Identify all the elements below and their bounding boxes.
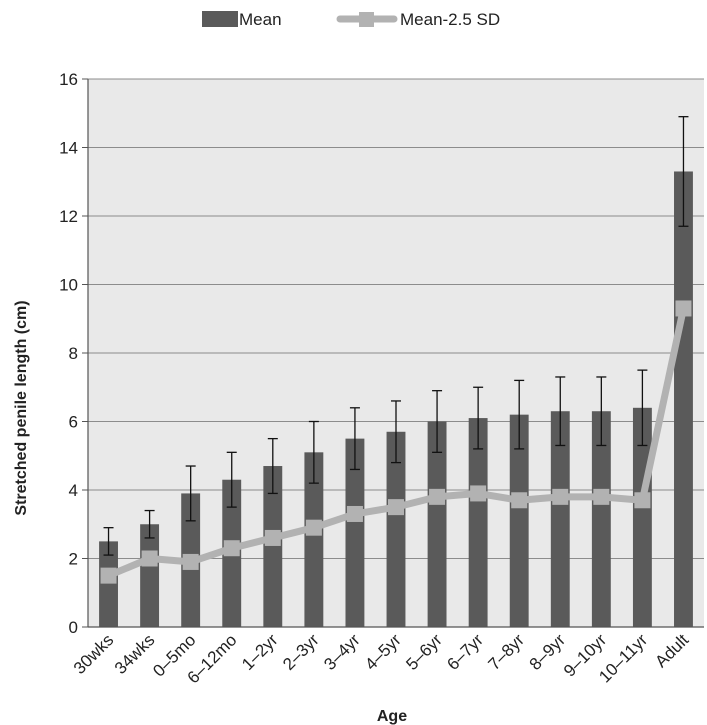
bar-11 <box>550 411 570 627</box>
bar-6 <box>345 438 365 627</box>
line-point-12 <box>593 488 610 505</box>
y-tick-label-16: 16 <box>59 70 78 89</box>
line-point-11 <box>552 488 569 505</box>
x-tick-label-10: 7–8yr <box>485 630 529 674</box>
bar-9 <box>468 418 488 627</box>
y-axis-ticks: 0 2 4 6 8 10 12 14 16 <box>59 70 88 637</box>
x-tick-label-6: 3–4yr <box>320 630 364 674</box>
x-tick-label-0: 30wks <box>70 630 118 678</box>
line-point-0 <box>100 567 117 584</box>
bar-5 <box>304 452 324 627</box>
y-tick-label-10: 10 <box>59 276 78 295</box>
bar-8 <box>427 421 447 627</box>
legend-marker-mean-minus-sd <box>359 12 374 27</box>
bar-7 <box>386 431 406 627</box>
bar-12 <box>591 411 611 627</box>
x-tick-label-5: 2–3yr <box>279 630 323 674</box>
y-tick-label-4: 4 <box>69 481 78 500</box>
line-point-4 <box>264 529 281 546</box>
legend: Mean Mean-2.5 SD <box>202 10 500 29</box>
y-tick-label-6: 6 <box>69 413 78 432</box>
bar-1 <box>140 524 160 627</box>
line-point-14 <box>675 300 692 317</box>
bar-14 <box>674 171 693 627</box>
line-series <box>100 300 692 584</box>
line-point-9 <box>470 485 487 502</box>
legend-swatch-mean <box>202 11 238 27</box>
line-point-1 <box>141 550 158 567</box>
line-point-5 <box>305 519 322 536</box>
x-tick-label-9: 6–7yr <box>443 630 487 674</box>
y-tick-label-2: 2 <box>69 550 78 569</box>
line-point-6 <box>346 505 363 522</box>
x-axis-ticks: 30wks34wks0–5mo6–12mo1–2yr2–3yr3–4yr4–5y… <box>70 630 693 687</box>
y-tick-label-0: 0 <box>69 618 78 637</box>
y-tick-label-14: 14 <box>59 139 78 158</box>
x-tick-label-7: 4–5yr <box>361 630 405 674</box>
x-tick-label-4: 1–2yr <box>238 630 282 674</box>
line-point-10 <box>511 492 528 509</box>
y-tick-label-8: 8 <box>69 344 78 363</box>
line-point-8 <box>429 488 446 505</box>
line-point-13 <box>634 492 651 509</box>
x-axis-title: Age <box>377 708 407 725</box>
y-axis-title: Stretched penile length (cm) <box>13 300 30 515</box>
bar-10 <box>509 414 529 627</box>
bar-4 <box>263 466 283 627</box>
x-tick-label-14: Adult <box>651 630 692 671</box>
bar-0 <box>99 541 118 627</box>
legend-label-mean: Mean <box>239 10 282 29</box>
y-tick-label-12: 12 <box>59 207 78 226</box>
axes <box>87 79 704 628</box>
x-tick-label-1: 34wks <box>111 630 159 678</box>
line-point-2 <box>182 553 199 570</box>
x-tick-label-8: 5–6yr <box>402 630 446 674</box>
line-point-3 <box>223 540 240 557</box>
error-bars <box>103 116 689 556</box>
line-point-7 <box>388 499 404 516</box>
legend-label-mean-minus-sd: Mean-2.5 SD <box>400 10 500 29</box>
